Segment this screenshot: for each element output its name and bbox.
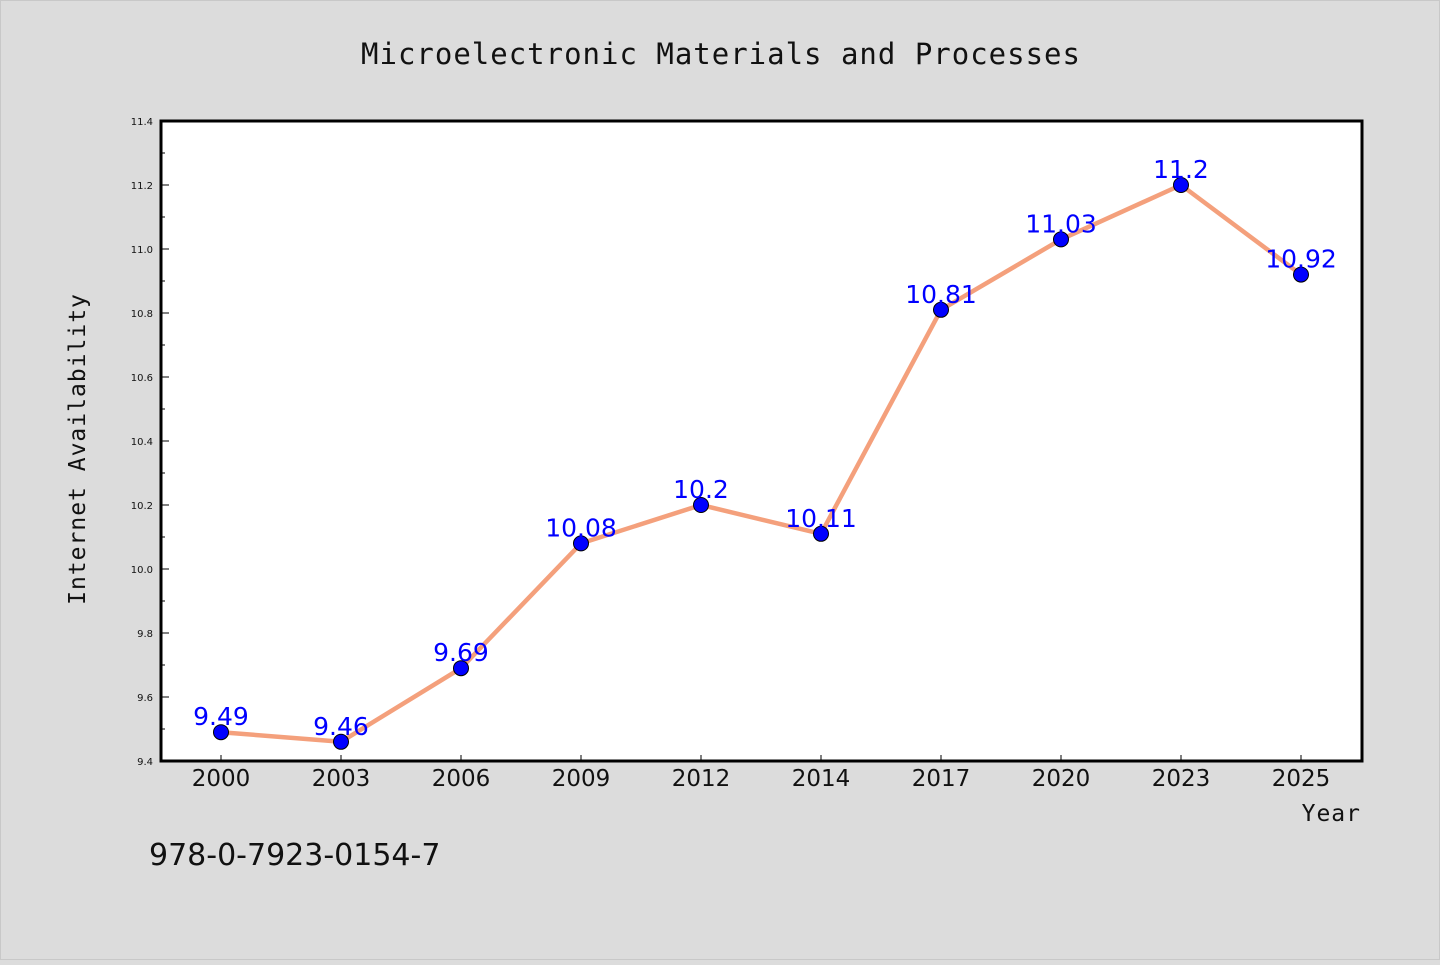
data-point xyxy=(813,525,829,542)
data-point xyxy=(1053,231,1069,248)
y-tick-label: 10.6 xyxy=(131,373,153,384)
x-axis-label: Year xyxy=(1302,801,1361,827)
series-line xyxy=(220,182,1303,745)
data-point xyxy=(333,733,349,750)
data-series: 9.49 9.46 9.69 10.08 10.2 10.11 10.81 11.03 11.2… xyxy=(193,155,1337,750)
y-tick-label: 9.4 xyxy=(137,757,153,768)
data-label: 11.2 xyxy=(1153,155,1209,184)
data-point xyxy=(573,535,589,552)
y-tick-label: 10.8 xyxy=(131,309,153,320)
y-tick-label: 11.0 xyxy=(131,245,153,256)
data-label: 9.46 xyxy=(313,712,369,741)
y-axis-label: Internet Availability xyxy=(65,293,91,605)
x-tick-label: 2009 xyxy=(552,766,611,792)
isbn-text: 978-0-7923-0154-7 xyxy=(149,838,440,873)
data-label: 9.49 xyxy=(193,702,249,731)
x-tick-label: 2006 xyxy=(432,766,491,792)
chart-title: Microelectronic Materials and Processes xyxy=(361,37,1081,71)
data-label: 10.81 xyxy=(905,280,977,309)
data-point xyxy=(693,497,709,513)
x-tick-label: 2000 xyxy=(192,766,251,792)
y-tick-label: 10.2 xyxy=(131,501,153,512)
y-tick-label: 10.0 xyxy=(131,565,153,576)
x-tick-label: 2023 xyxy=(1152,766,1211,792)
x-tick-label: 2003 xyxy=(312,766,371,792)
y-tick-label: 9.6 xyxy=(137,693,153,704)
x-tick-label: 2025 xyxy=(1272,766,1331,792)
x-axis: 2000 2003 2006 2009 2012 2014 2017 2020 2023 2025 xyxy=(192,755,1331,792)
data-point xyxy=(453,660,469,677)
x-tick-label: 2017 xyxy=(912,766,971,792)
x-tick-label: 2012 xyxy=(672,766,731,792)
data-label: 9.69 xyxy=(433,638,489,667)
y-tick-label: 10.4 xyxy=(131,437,153,448)
data-label: 10.11 xyxy=(785,504,857,533)
x-tick-label: 2014 xyxy=(792,766,851,792)
data-label: 10.08 xyxy=(545,513,617,542)
data-point xyxy=(1173,177,1189,193)
y-axis: 9.4 9.6 9.8 10.0 10.2 10.4 10.6 10.8 11.0 11.2 11.… xyxy=(131,117,169,768)
data-label: 10.2 xyxy=(673,475,729,504)
data-label: 11.03 xyxy=(1025,209,1097,238)
y-tick-label: 11.4 xyxy=(131,117,153,128)
x-tick-label: 2020 xyxy=(1032,766,1091,792)
data-point xyxy=(1293,266,1309,283)
data-label: 10.92 xyxy=(1265,245,1337,274)
y-tick-label: 11.2 xyxy=(131,181,153,192)
data-point xyxy=(213,724,229,741)
y-tick-label: 9.8 xyxy=(137,629,153,640)
plot-area xyxy=(161,121,1362,761)
plot-frame xyxy=(159,119,1364,763)
data-point xyxy=(933,301,949,318)
